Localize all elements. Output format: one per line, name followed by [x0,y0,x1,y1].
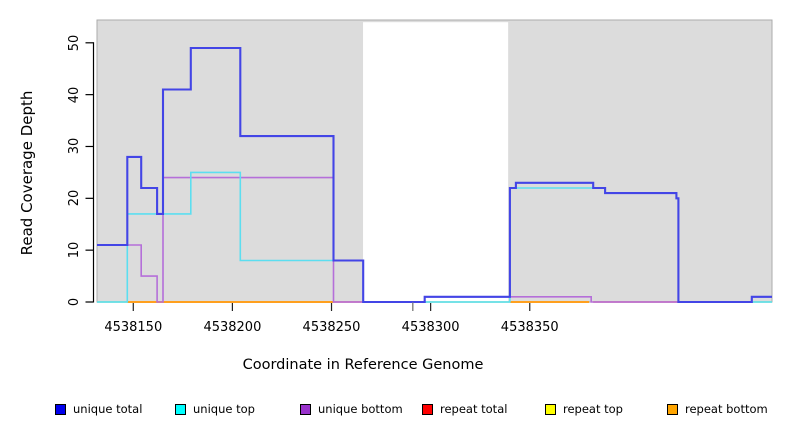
y-tick-label-3: 30 [67,138,82,155]
y-tick-label-0: 0 [67,297,82,307]
legend-item-repeat-total: repeat total [422,402,507,416]
legend-label: unique total [73,402,143,416]
x-tick-label-2: 4538250 [302,320,361,335]
legend-item-unique-top: unique top [175,402,255,416]
legend-swatch-icon [300,403,311,415]
legend-item-repeat-bottom: repeat bottom [667,402,768,416]
x-axis-title: Coordinate in Reference Genome [242,357,484,373]
coverage-gap-region [363,22,509,303]
legend-label: unique bottom [318,402,403,416]
legend-label: repeat bottom [685,402,768,416]
legend: unique total unique top unique bottom repea… [0,402,792,420]
x-tick-label-3: 4538300 [401,320,460,335]
legend-item-repeat-top: repeat top [545,402,623,416]
y-tick-label-1: 10 [67,241,82,259]
y-tick-label-4: 40 [67,86,82,103]
legend-swatch-icon [422,403,433,415]
x-tick-label-4: 4538350 [500,320,559,335]
legend-swatch-icon [545,403,556,415]
legend-item-unique-bottom: unique bottom [300,402,403,416]
legend-label: unique top [193,402,255,416]
legend-swatch-icon [175,403,186,415]
x-tick-label-0: 4538150 [104,320,163,335]
legend-item-unique-total: unique total [55,402,142,416]
y-tick-label-2: 20 [67,190,82,207]
legend-swatch-icon [55,403,66,415]
legend-swatch-icon [667,403,678,415]
series-unique-total-line [97,46,772,304]
legend-label: repeat top [563,402,623,416]
x-tick-label-1: 4538200 [203,320,262,335]
legend-label: repeat total [440,402,508,416]
y-axis-title: Read Coverage Depth [18,90,36,256]
y-tick-label-5: 50 [67,34,82,52]
